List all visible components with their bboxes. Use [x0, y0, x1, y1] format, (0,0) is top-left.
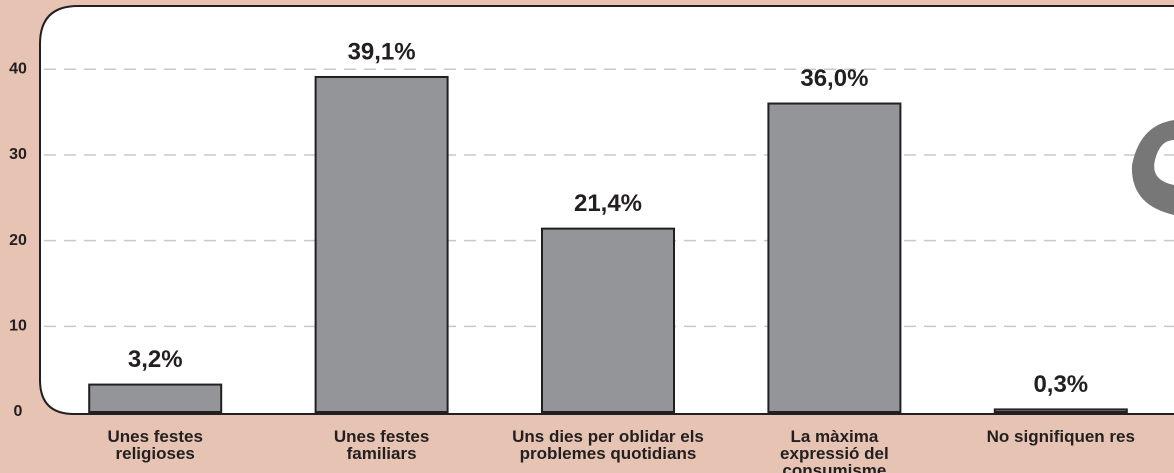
value-label: 0,3% [1033, 371, 1088, 398]
x-tick-label: Unes festes familiars [307, 428, 457, 462]
y-tick-label: 0 [14, 403, 23, 420]
value-label: 39,1% [348, 38, 416, 65]
bar [542, 229, 674, 412]
chart: 0 10 20 30 40 3,2% 39,1% 21,4% 36,0% 0,3% [0, 0, 1174, 473]
y-tick-label: 20 [9, 232, 27, 249]
value-label: 3,2% [128, 346, 183, 373]
value-label: 21,4% [574, 190, 642, 217]
bar [316, 77, 448, 412]
bar [89, 385, 221, 412]
y-tick-label: 40 [9, 60, 27, 77]
x-tick-label: No signifiquen res [986, 428, 1136, 445]
bar [995, 409, 1127, 412]
x-tick-label: La màxima expressió del consumisme [759, 428, 909, 473]
y-tick-label: 30 [9, 146, 27, 163]
bar [768, 104, 900, 412]
x-tick-label: Uns dies per oblidar els problemes quoti… [495, 428, 721, 462]
y-tick-label: 10 [9, 318, 27, 335]
page: 0 10 20 30 40 3,2% 39,1% 21,4% 36,0% 0,3% Unes fe… [0, 0, 1174, 473]
x-tick-label: Unes festes religioses [80, 428, 230, 462]
value-label: 36,0% [800, 65, 868, 92]
